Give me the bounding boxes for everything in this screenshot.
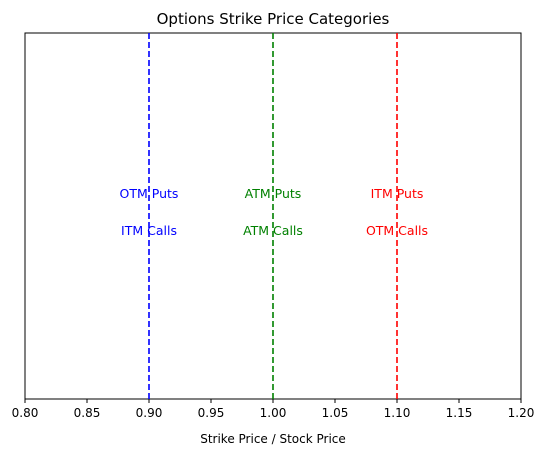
vertical-lines-layer [148,33,398,399]
annotation-label-4: ITM Puts [371,186,424,201]
annotation-label-0: OTM Puts [120,186,179,201]
x-tick-label-3: 0.95 [198,406,225,420]
chart-title: Options Strike Price Categories [157,10,390,28]
x-axis-ticks: 0.80 0.85 0.90 0.95 1.00 1.05 1.10 1.15 1.20 [12,399,535,420]
annotation-label-2: ATM Puts [245,186,302,201]
x-tick-label-7: 1.15 [446,406,473,420]
x-tick-label-4: 1.00 [260,406,287,420]
x-tick-label-8: 1.20 [508,406,535,420]
annotation-label-1: ITM Calls [121,223,177,238]
x-tick-label-1: 0.85 [74,406,101,420]
annotation-label-5: OTM Calls [366,223,428,238]
x-tick-label-0: 0.80 [12,406,39,420]
annotation-label-3: ATM Calls [243,223,303,238]
x-axis-label: Strike Price / Stock Price [200,432,346,446]
annotations-layer: OTM Puts ITM Calls ATM Puts ATM Calls ITM Pu… [120,186,428,238]
x-tick-label-2: 0.90 [136,406,163,420]
x-tick-label-6: 1.10 [384,406,411,420]
x-tick-label-5: 1.05 [322,406,349,420]
